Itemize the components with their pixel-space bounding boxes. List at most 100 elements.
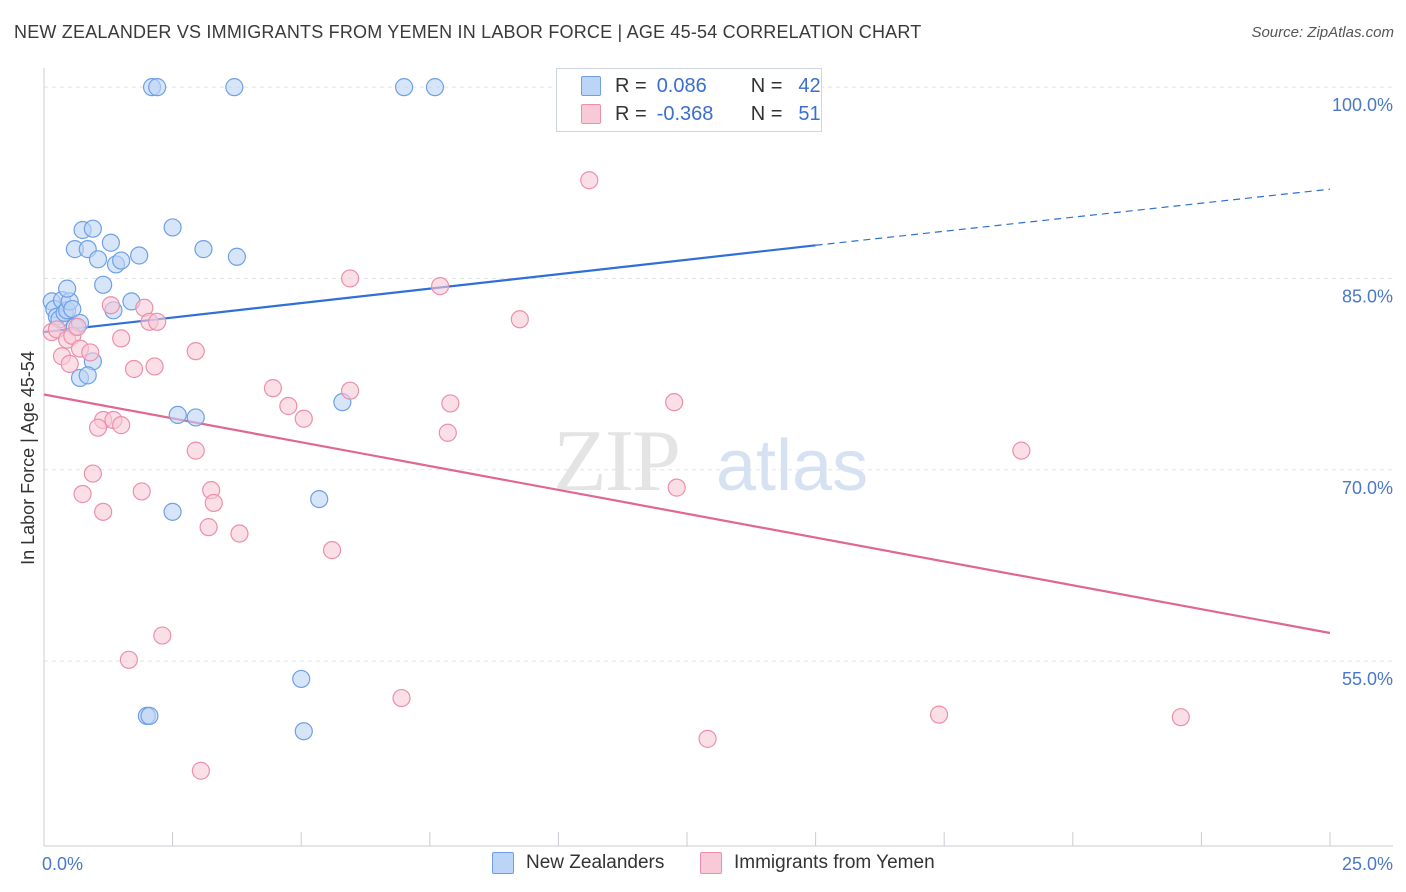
point-immigrants-yemen xyxy=(294,409,313,428)
point-immigrants-yemen xyxy=(580,171,599,190)
point-immigrants-yemen xyxy=(153,626,172,645)
point-new-zealanders xyxy=(78,366,97,385)
x-tick-label: 0.0% xyxy=(42,854,83,874)
y-tick-label: 100.0% xyxy=(1332,95,1393,115)
watermark-atlas: atlas xyxy=(716,426,868,506)
point-new-zealanders xyxy=(168,405,187,425)
point-immigrants-yemen xyxy=(510,310,529,329)
legend-row-immigrants-yemen: R = -0.368 N = 51 xyxy=(581,101,821,127)
point-immigrants-yemen xyxy=(112,329,131,348)
point-immigrants-yemen xyxy=(112,416,131,435)
series-legend-label: New Zealanders xyxy=(526,852,665,873)
point-new-zealanders xyxy=(63,299,82,319)
legend-row-new-zealanders: R = 0.086 N = 42 xyxy=(581,73,821,99)
point-immigrants-yemen xyxy=(665,393,684,412)
point-immigrants-yemen xyxy=(60,354,79,373)
y-axis-label: In Labor Force | Age 45-54 xyxy=(18,351,38,565)
trend-line-new-zealanders xyxy=(43,244,816,334)
point-immigrants-yemen xyxy=(145,357,164,376)
point-immigrants-yemen xyxy=(698,729,717,748)
legend-r-label: R = xyxy=(615,74,647,97)
legend-n-value: 51 xyxy=(798,102,821,125)
point-immigrants-yemen xyxy=(199,518,218,537)
point-immigrants-yemen xyxy=(191,761,210,780)
point-immigrants-yemen xyxy=(148,312,167,331)
legend-n-label: N = xyxy=(750,74,783,97)
point-new-zealanders xyxy=(101,233,120,252)
watermark-zip: ZIP xyxy=(553,413,679,510)
point-immigrants-yemen xyxy=(230,524,249,543)
point-immigrants-yemen xyxy=(263,379,283,398)
legend-r-label: R = xyxy=(615,102,647,125)
point-new-zealanders xyxy=(163,502,182,521)
x-ticks xyxy=(172,832,1331,846)
series-legend: New Zealanders Immigrants from Yemen xyxy=(0,852,1406,878)
point-new-zealanders xyxy=(148,78,167,97)
series-swatch-pink xyxy=(700,852,722,874)
point-new-zealanders xyxy=(227,247,246,266)
point-immigrants-yemen xyxy=(124,359,144,379)
axes xyxy=(43,68,1393,847)
legend-swatch-blue xyxy=(581,76,601,96)
trend-lines xyxy=(43,188,1331,635)
series-legend-new-zealanders: New Zealanders xyxy=(492,852,664,874)
point-immigrants-yemen xyxy=(322,541,342,560)
series-swatch-blue xyxy=(492,852,514,874)
point-immigrants-yemen xyxy=(430,276,450,296)
chart-title: NEW ZEALANDER VS IMMIGRANTS FROM YEMEN I… xyxy=(14,22,922,42)
point-new-zealanders xyxy=(310,489,329,509)
point-new-zealanders xyxy=(225,78,244,97)
point-immigrants-yemen xyxy=(186,441,205,460)
point-new-zealanders xyxy=(294,722,313,741)
point-immigrants-yemen xyxy=(119,650,138,669)
legend-r-value: -0.368 xyxy=(656,102,714,125)
point-new-zealanders xyxy=(94,275,113,294)
trend-line-new-zealanders-dashed xyxy=(815,188,1331,246)
y-tick-label: 70.0% xyxy=(1342,478,1393,498)
point-new-zealanders xyxy=(186,408,205,427)
y-tick-labels: 100.0% 85.0% 70.0% 55.0% xyxy=(1332,95,1393,689)
point-new-zealanders xyxy=(58,279,77,298)
point-immigrants-yemen xyxy=(667,478,686,497)
point-immigrants-yemen xyxy=(279,396,298,416)
series-legend-label: Immigrants from Yemen xyxy=(734,852,935,873)
point-new-zealanders xyxy=(425,78,445,97)
legend-n-label: N = xyxy=(750,102,783,125)
point-immigrants-yemen xyxy=(1012,441,1031,460)
point-immigrants-yemen xyxy=(186,342,205,361)
y-tick-label: 85.0% xyxy=(1342,286,1393,306)
point-immigrants-yemen xyxy=(340,269,360,288)
point-new-zealanders xyxy=(88,250,108,269)
point-new-zealanders xyxy=(194,240,213,259)
point-immigrants-yemen xyxy=(88,418,108,437)
point-new-zealanders xyxy=(394,78,414,97)
legend-n-value: 42 xyxy=(798,74,821,97)
point-new-zealanders xyxy=(83,219,102,238)
point-immigrants-yemen xyxy=(392,688,411,708)
watermark: ZIP atlas xyxy=(553,413,868,510)
point-immigrants-yemen xyxy=(441,394,460,413)
point-new-zealanders xyxy=(292,669,311,689)
point-immigrants-yemen xyxy=(340,381,360,400)
point-immigrants-yemen xyxy=(83,464,102,483)
series-legend-immigrants-yemen: Immigrants from Yemen xyxy=(700,852,935,874)
data-points xyxy=(42,78,1190,780)
point-new-zealanders xyxy=(130,246,149,265)
point-immigrants-yemen xyxy=(68,317,87,337)
point-immigrants-yemen xyxy=(94,502,113,521)
point-immigrants-yemen xyxy=(438,423,457,442)
point-immigrants-yemen xyxy=(101,296,120,315)
x-tick-label: 25.0% xyxy=(1342,854,1393,874)
point-new-zealanders xyxy=(163,218,182,237)
point-immigrants-yemen xyxy=(81,343,100,362)
gridlines xyxy=(44,86,1393,662)
stats-legend: R = 0.086 N = 42 R = -0.368 N = 51 xyxy=(556,68,822,132)
legend-swatch-pink xyxy=(581,104,601,124)
trend-line-immigrants-yemen xyxy=(43,393,1331,635)
point-immigrants-yemen xyxy=(132,482,151,501)
point-immigrants-yemen xyxy=(929,705,949,724)
chart-source: Source: ZipAtlas.com xyxy=(1251,24,1394,41)
point-immigrants-yemen xyxy=(1171,708,1190,727)
point-new-zealanders xyxy=(140,706,159,726)
